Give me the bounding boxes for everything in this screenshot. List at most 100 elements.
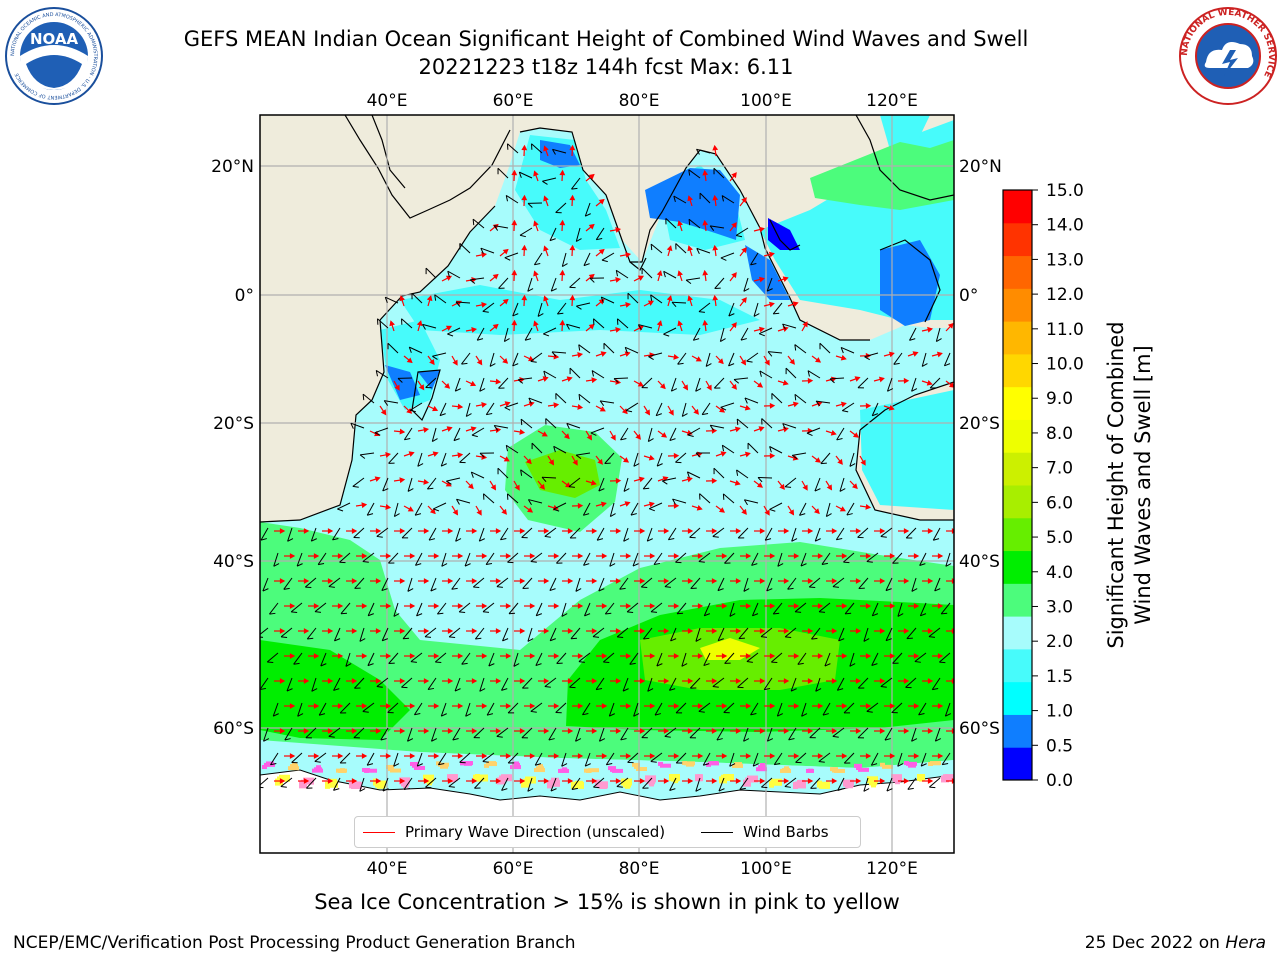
wave-arrow xyxy=(835,505,846,512)
wave-arrow xyxy=(802,728,814,734)
wave-arrow xyxy=(778,728,790,734)
wind-barb xyxy=(699,493,711,504)
wind-barb xyxy=(527,627,534,642)
wave-arrow xyxy=(753,426,765,432)
wind-barb xyxy=(914,652,927,663)
wave-arrow xyxy=(596,703,608,709)
wave-arrow xyxy=(571,352,584,358)
wind-barb xyxy=(555,202,567,214)
wave-arrow xyxy=(475,252,488,258)
wind-barb xyxy=(885,627,893,642)
wave-arrow xyxy=(932,603,944,609)
wind-barb xyxy=(473,727,485,739)
ice-cell xyxy=(871,780,876,788)
wave-arrow xyxy=(322,578,334,584)
wave-arrow xyxy=(702,319,709,332)
wave-arrow xyxy=(562,628,574,634)
wind-barb xyxy=(929,777,941,789)
ice-cell xyxy=(440,764,448,769)
wind-barb xyxy=(440,452,447,467)
wind-barb xyxy=(643,627,653,640)
wave-arrow xyxy=(874,628,886,634)
wind-barb xyxy=(759,370,773,379)
wave-arrow xyxy=(393,428,406,435)
wave-arrow xyxy=(370,678,382,684)
wave-arrow xyxy=(836,703,848,709)
wave-arrow xyxy=(883,404,895,411)
wave-arrow xyxy=(452,753,464,759)
wind-barb xyxy=(533,252,543,266)
wind-barb xyxy=(555,393,567,404)
wave-arrow xyxy=(788,553,800,559)
colorbar-swatch-17 xyxy=(1003,190,1032,224)
wave-arrow xyxy=(712,144,719,157)
ice-cell xyxy=(908,763,916,768)
wave-arrow xyxy=(561,430,570,440)
wind-barb xyxy=(488,652,495,667)
colorbar-tick-0: 0.0 xyxy=(1046,771,1073,791)
wave-arrow xyxy=(572,603,584,609)
wind-barb xyxy=(513,652,520,667)
wave-arrow xyxy=(393,380,400,391)
wind-barb xyxy=(604,602,615,615)
map-frame xyxy=(259,114,955,854)
wave-arrow xyxy=(403,355,413,364)
wind-barb xyxy=(595,227,605,241)
wind-barb xyxy=(578,652,591,663)
wind-barb xyxy=(766,727,774,742)
wind-barb xyxy=(815,400,831,407)
wave-arrow xyxy=(849,480,858,490)
wave-arrow xyxy=(777,379,789,386)
wind-barb xyxy=(717,627,725,642)
wind-barb xyxy=(489,352,496,367)
wind-barb xyxy=(744,397,759,404)
wind-barb xyxy=(272,702,279,717)
wave-arrow xyxy=(476,603,488,609)
wave-arrow xyxy=(677,320,683,332)
wind-barb xyxy=(818,602,831,613)
wave-arrow xyxy=(298,678,310,684)
colorbar-swatch-9 xyxy=(1003,452,1032,486)
wind-barb xyxy=(451,577,461,590)
wind-barb xyxy=(283,577,293,590)
wind-barb xyxy=(408,346,423,354)
wind-barb xyxy=(561,752,568,767)
wind-barb xyxy=(337,502,351,512)
wave-arrow xyxy=(706,628,718,634)
wave-arrow xyxy=(922,578,934,584)
wave-arrow xyxy=(346,728,358,734)
wave-arrow xyxy=(595,351,607,357)
wave-arrow xyxy=(850,628,862,634)
wind-barb xyxy=(738,627,749,640)
wind-barb xyxy=(650,294,663,304)
wave-arrow xyxy=(850,728,862,734)
wind-barb xyxy=(498,277,509,289)
ice-cell xyxy=(632,762,640,767)
wave-arrow xyxy=(274,728,286,734)
wave-arrow xyxy=(404,703,416,709)
wave-arrow xyxy=(644,703,656,709)
wave-arrow xyxy=(322,728,334,734)
wave-arrow xyxy=(274,628,286,634)
wave-arrow xyxy=(332,653,344,659)
wind-barb xyxy=(453,427,461,442)
wind-barb xyxy=(548,727,557,741)
wave-arrow xyxy=(569,144,576,157)
wind-barb xyxy=(448,777,461,788)
colorbar-tick-12: 10.0 xyxy=(1046,355,1084,375)
ice-cell xyxy=(340,768,345,773)
wind-barb xyxy=(751,602,759,617)
wave-arrow xyxy=(754,778,766,784)
wave-arrow xyxy=(465,480,474,490)
wind-barb xyxy=(446,477,461,485)
wind-barb xyxy=(474,627,485,640)
wind-barb xyxy=(367,602,375,617)
wave-arrow xyxy=(511,269,518,282)
wave-arrow xyxy=(370,778,382,784)
wind-barb xyxy=(688,218,701,229)
wind-barb xyxy=(849,452,856,467)
wind-barb xyxy=(677,352,687,365)
wind-barb xyxy=(286,677,293,692)
wind-barb xyxy=(568,477,581,488)
wave-arrow xyxy=(657,430,668,438)
